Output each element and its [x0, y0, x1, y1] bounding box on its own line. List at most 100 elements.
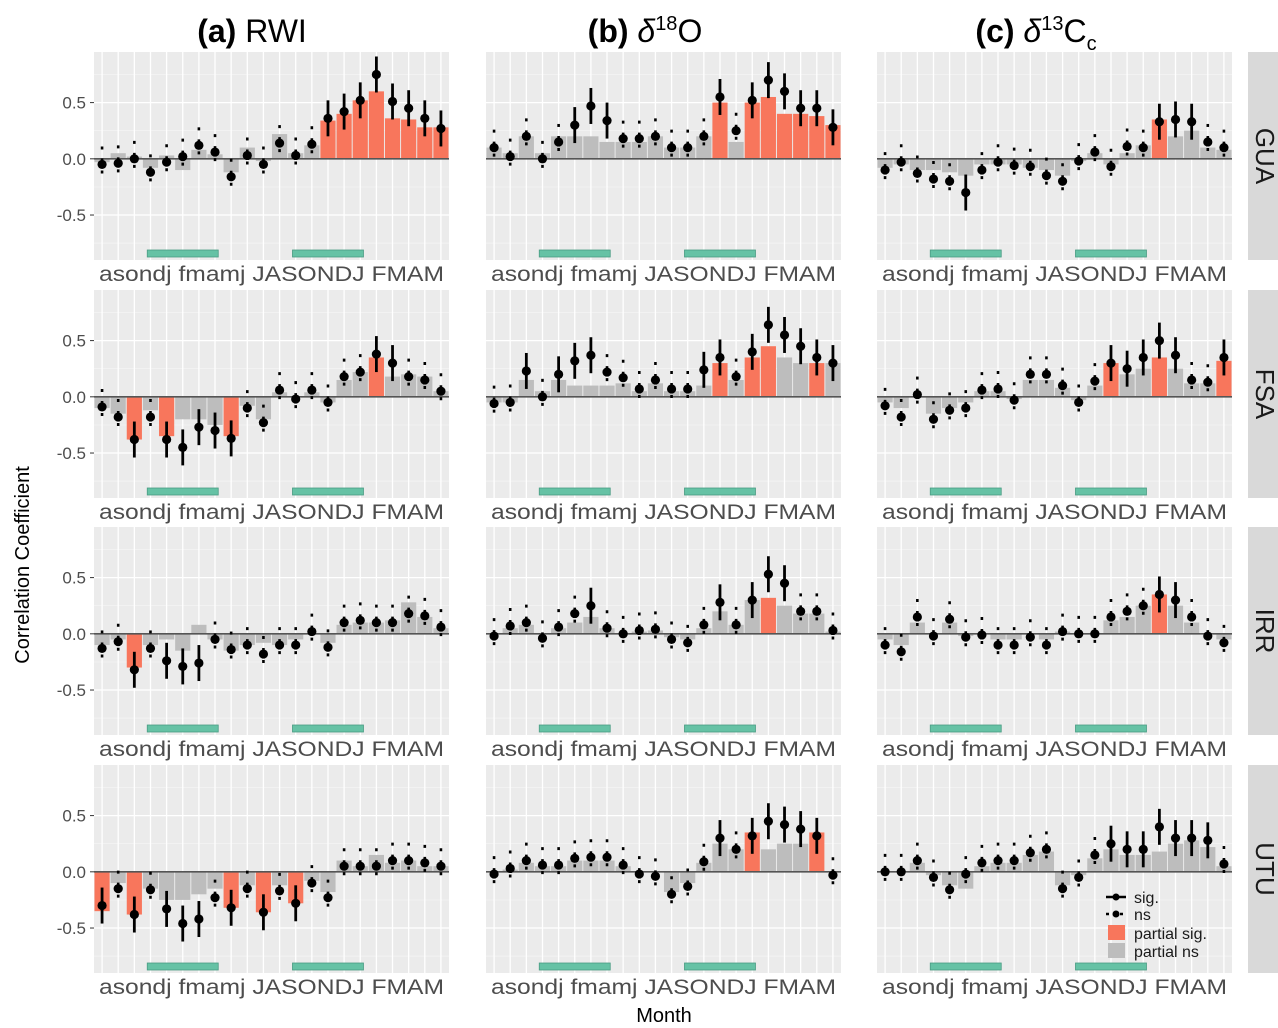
correlation-point	[1187, 375, 1197, 385]
x-month-labels: asondj fmamj JASONDJ FMAM	[491, 738, 836, 761]
partial-bar	[126, 871, 142, 915]
y-tick-label: 0.0	[62, 863, 86, 882]
correlation-point	[977, 858, 987, 868]
correlation-point	[113, 158, 123, 168]
season-bar	[538, 962, 611, 971]
correlation-point	[404, 608, 414, 619]
partial-bar	[1200, 847, 1216, 872]
correlation-point	[489, 142, 499, 153]
correlation-point	[666, 384, 677, 394]
correlation-point	[570, 120, 580, 130]
correlation-point	[912, 389, 922, 400]
partial-bar	[599, 385, 615, 397]
partial-bar	[776, 357, 793, 397]
partial-bar	[417, 127, 433, 159]
legend-sig-point	[1112, 893, 1120, 901]
partial-bar	[159, 396, 175, 437]
correlation-point	[1203, 835, 1213, 845]
correlation-point	[1122, 364, 1132, 374]
correlation-point	[945, 176, 955, 186]
correlation-point	[1170, 114, 1181, 125]
correlation-point	[683, 638, 693, 648]
legend-partial-ns-swatch	[1108, 943, 1125, 958]
partial-bar	[1119, 153, 1135, 159]
partial-bar	[239, 396, 255, 406]
correlation-point	[880, 401, 890, 411]
correlation-point	[747, 95, 757, 105]
correlation-point	[634, 384, 644, 394]
correlation-point	[323, 642, 333, 652]
correlation-point	[1138, 142, 1148, 153]
correlation-point	[896, 412, 906, 422]
correlation-point	[763, 320, 773, 330]
strip-utu	[1248, 765, 1278, 973]
correlation-point	[828, 122, 838, 132]
x-month-labels: asondj fmamj JASONDJ FMAM	[491, 263, 836, 286]
correlation-point	[1203, 137, 1213, 147]
season-bar	[292, 487, 364, 496]
partial-bar	[680, 871, 696, 884]
correlation-point	[731, 371, 741, 382]
correlation-point	[258, 418, 269, 428]
partial-bar	[776, 113, 793, 159]
partial-bar	[1135, 368, 1151, 397]
correlation-point	[602, 623, 612, 633]
correlation-point	[586, 101, 596, 111]
correlation-point	[1009, 395, 1019, 405]
correlation-point	[961, 187, 971, 198]
correlation-point	[258, 907, 269, 917]
partial-bar	[760, 849, 776, 872]
partial-bar	[255, 396, 272, 420]
panel-rwi-fsa: 0.5 0.0 -0.5 asondj fmamj JASONDJ FMAM	[57, 290, 449, 524]
season-bar	[1075, 487, 1147, 496]
correlation-point	[178, 918, 188, 929]
correlation-point	[537, 633, 548, 643]
correlation-point	[242, 884, 252, 894]
partial-bar	[175, 396, 191, 420]
correlation-point	[129, 909, 139, 920]
partial-bar	[304, 871, 320, 881]
correlation-point	[1074, 156, 1084, 166]
correlation-point	[715, 833, 725, 843]
correlation-point	[291, 898, 301, 908]
x-month-labels: asondj fmamj JASONDJ FMAM	[491, 501, 836, 524]
correlation-point	[1090, 850, 1100, 860]
partial-bar	[680, 633, 696, 640]
partial-bar	[1184, 383, 1200, 397]
correlation-point	[226, 172, 236, 182]
correlation-point	[521, 617, 531, 628]
correlation-point	[242, 640, 252, 650]
partial-bar	[223, 633, 239, 651]
correlation-point	[420, 113, 430, 123]
correlation-point	[404, 103, 414, 113]
partial-bar	[760, 346, 776, 397]
correlation-point	[731, 620, 741, 630]
x-month-labels: asondj fmamj JASONDJ FMAM	[882, 738, 1227, 761]
correlation-point	[537, 154, 548, 164]
partial-bar	[877, 633, 893, 640]
correlation-point	[1057, 626, 1068, 637]
y-tick-label: 0.0	[62, 150, 86, 169]
correlation-point	[945, 405, 955, 415]
correlation-point	[371, 69, 381, 80]
partial-bar	[1135, 605, 1151, 634]
correlation-point	[226, 903, 236, 913]
correlation-point	[1170, 350, 1181, 360]
y-axis-title: Correlation Coefficient	[12, 466, 34, 664]
correlation-point	[355, 861, 365, 871]
correlation-point	[796, 606, 806, 616]
correlation-point	[178, 661, 188, 672]
season-bar	[929, 724, 1002, 733]
partial-bar	[1216, 360, 1232, 397]
correlation-point	[977, 630, 987, 640]
partial-bar	[126, 396, 142, 440]
correlation-point	[1138, 844, 1148, 854]
partial-bar	[631, 141, 647, 159]
season-bar	[1075, 962, 1147, 971]
partial-bar	[599, 141, 615, 159]
partial-bar	[909, 158, 925, 171]
correlation-point	[1057, 884, 1068, 894]
correlation-point	[404, 855, 414, 866]
correlation-point	[274, 138, 285, 148]
y-tick-label: 0.5	[62, 332, 86, 351]
